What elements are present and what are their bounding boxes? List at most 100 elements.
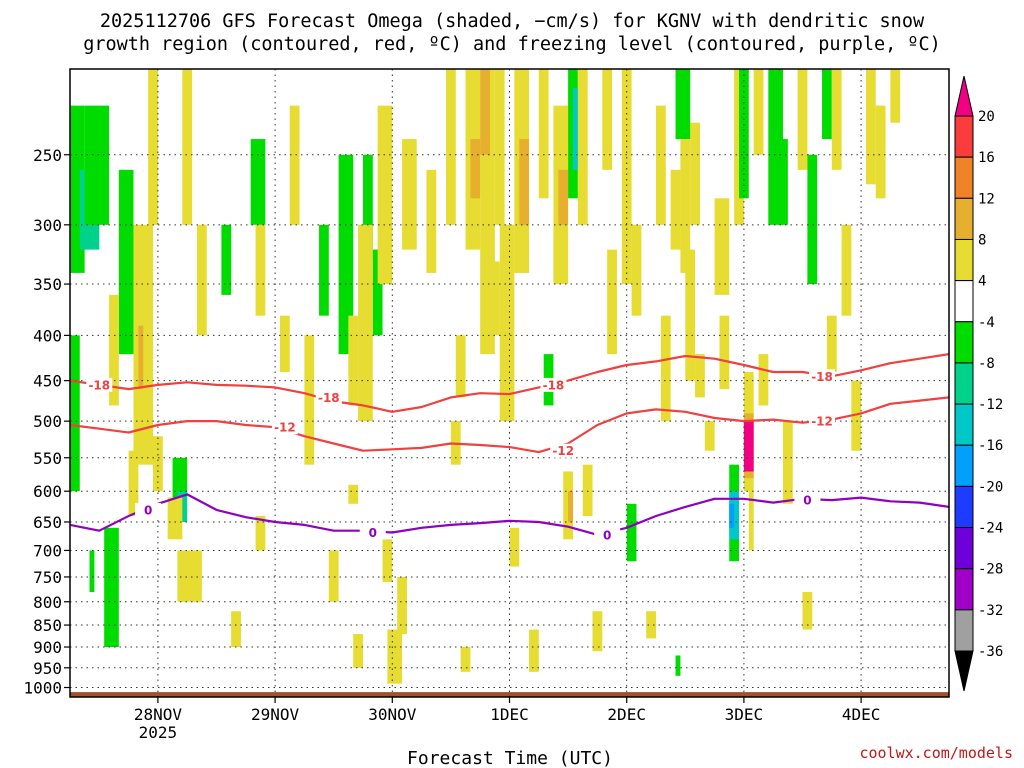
colorbar-segment — [954, 403, 974, 446]
omega-cell — [670, 169, 681, 250]
omega-cell — [480, 69, 490, 155]
omega-cell — [109, 294, 119, 406]
omega-cell — [153, 436, 163, 492]
omega-cell — [621, 69, 632, 285]
omega-cell — [602, 69, 613, 170]
y-tick-label: 950 — [33, 659, 62, 678]
colorbar-tick-label: -32 — [978, 603, 1003, 619]
colorbar-segment — [954, 362, 974, 405]
y-tick-label: 450 — [33, 372, 62, 391]
colorbar-segment — [954, 444, 974, 487]
contour-label-bg — [809, 369, 836, 384]
ground-band — [70, 692, 949, 697]
contour-label: -18 — [811, 370, 833, 384]
omega-cell — [104, 527, 119, 648]
omega-cell — [572, 87, 578, 170]
omega-cell — [719, 315, 730, 390]
omega-cell — [822, 69, 832, 140]
x-tick-label: 3DEC — [725, 705, 764, 724]
contour-label-bg — [135, 502, 162, 517]
omega-cell — [118, 169, 134, 355]
omega-cell — [758, 354, 769, 406]
y-tick-label: 700 — [33, 541, 62, 560]
contour-label: 0 — [369, 526, 377, 540]
omega-cell — [841, 224, 852, 316]
y-tick-label: 800 — [33, 593, 62, 612]
omega-cell — [460, 647, 471, 672]
colorbar-tick-label: -16 — [978, 438, 1003, 454]
omega-cell — [255, 224, 266, 316]
omega-cell — [221, 224, 232, 295]
omega-cell — [250, 139, 266, 225]
omega-cell — [748, 491, 754, 551]
y-tick-label: 900 — [33, 638, 62, 657]
y-tick-label: 250 — [33, 146, 62, 165]
omega-cell — [372, 249, 383, 336]
omega-cell — [455, 335, 466, 398]
contour-label-bg — [540, 377, 567, 392]
colorbar-tick-label: -4 — [978, 315, 995, 331]
omega-cell — [182, 69, 193, 225]
contour-label: -12 — [811, 415, 833, 429]
omega-cell — [196, 224, 207, 336]
contour-label: -12 — [552, 444, 574, 458]
omega-cell — [778, 139, 788, 225]
omega-cell — [851, 380, 862, 451]
omega-cell — [128, 450, 139, 517]
colorbar-segment — [954, 197, 974, 240]
colorbar-segment — [954, 238, 974, 282]
y-tick-label: 750 — [33, 568, 62, 587]
x-tick-label: 29NOV — [251, 705, 300, 724]
colorbar-tick-label: -8 — [978, 356, 995, 372]
y-tick-label: 300 — [33, 216, 62, 235]
omega-cell — [499, 224, 515, 422]
omega-cell — [875, 105, 886, 199]
omega-cell — [582, 464, 593, 517]
omega-cell — [353, 633, 363, 668]
omega-cell — [729, 503, 735, 528]
contour-label: -12 — [274, 421, 296, 435]
x-tick-label: 2DEC — [607, 705, 646, 724]
colorbar-tick-label: -20 — [978, 479, 1003, 495]
contour-label-bg — [315, 390, 342, 405]
colorbar-tick-label: -12 — [978, 397, 1003, 413]
colorbar-tick-label: 8 — [978, 232, 986, 248]
credit-text: coolwx.com/models — [859, 744, 1013, 762]
omega-cell — [363, 154, 373, 262]
omega-cell — [675, 655, 681, 676]
y-tick-label: 350 — [33, 275, 62, 294]
omega-cell — [675, 69, 691, 140]
omega-cell — [646, 611, 656, 639]
ground-terrain — [70, 692, 949, 697]
omega-cell — [84, 105, 110, 225]
omega-cell — [304, 335, 315, 465]
contour-label-bg — [794, 493, 821, 508]
colorbar-segment — [954, 485, 974, 529]
omega-cell — [509, 527, 520, 567]
omega-cell — [338, 154, 354, 355]
y-tick-label: 1000 — [23, 679, 62, 698]
omega-cell — [494, 69, 505, 225]
colorbar-tick-label: -36 — [978, 644, 1003, 660]
omega-cell — [660, 315, 671, 422]
x-tick-label: 4DEC — [842, 705, 881, 724]
omega-cell — [695, 354, 705, 398]
contour-lines: -18 -18 -18 -18 -12 -12 -12 0 0 0 0 — [70, 353, 949, 542]
omega-cell — [568, 491, 573, 522]
y-tick-label: 850 — [33, 616, 62, 635]
y-tick-label: 650 — [33, 513, 62, 532]
omega-cell — [807, 154, 818, 285]
x-tick-label: 30NOV — [368, 705, 417, 724]
omega-cell — [328, 550, 339, 602]
omega-cell — [890, 69, 901, 123]
omega-cell — [172, 457, 188, 498]
contour-label: 0 — [144, 503, 152, 517]
contour-label-bg — [550, 443, 577, 458]
omega-cell — [426, 169, 437, 273]
colorbar-segment — [954, 527, 974, 570]
omega-cell — [831, 69, 842, 170]
omega-cell — [138, 325, 144, 390]
contour-label: 0 — [603, 528, 611, 542]
contour-label: -18 — [88, 378, 110, 392]
omega-cell — [387, 629, 403, 684]
